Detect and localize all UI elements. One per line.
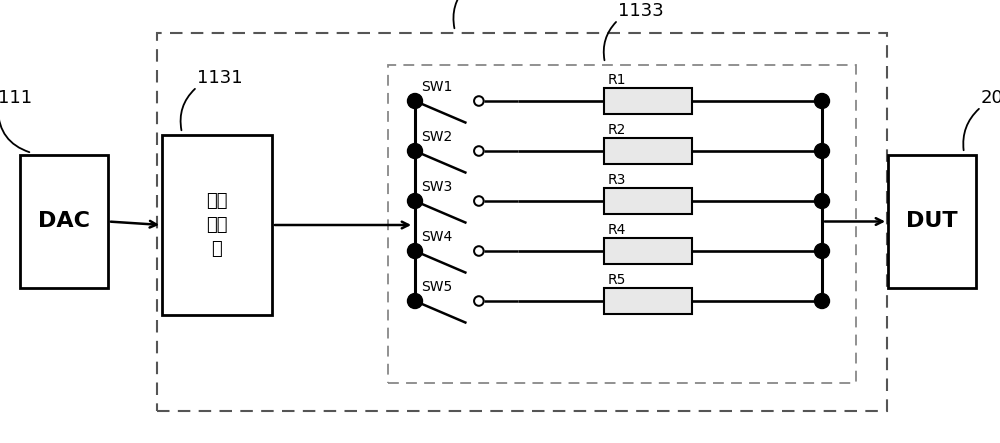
Text: R2: R2 (608, 123, 626, 137)
Circle shape (408, 144, 423, 159)
Circle shape (408, 94, 422, 108)
Text: R1: R1 (608, 73, 626, 87)
Circle shape (408, 244, 422, 258)
Bar (20, 155, 108, 288)
Text: DUT: DUT (906, 211, 958, 232)
Text: 电流
放大
器: 电流 放大 器 (206, 192, 228, 257)
Circle shape (408, 244, 423, 259)
Text: 200: 200 (981, 89, 1000, 107)
Circle shape (408, 294, 423, 308)
Circle shape (408, 294, 422, 308)
Text: 111: 111 (0, 89, 32, 107)
Bar (604, 88, 692, 114)
Text: R3: R3 (608, 173, 626, 187)
Bar (604, 238, 692, 264)
Circle shape (408, 144, 422, 158)
Circle shape (815, 294, 830, 308)
Bar (604, 138, 692, 164)
Bar (388, 65, 856, 383)
Text: R5: R5 (608, 273, 626, 287)
Text: SW2: SW2 (421, 130, 452, 144)
Text: 1131: 1131 (197, 69, 243, 87)
Text: R4: R4 (608, 223, 626, 237)
Bar (604, 188, 692, 214)
Bar (162, 135, 272, 315)
Text: SW1: SW1 (421, 80, 452, 94)
Text: SW5: SW5 (421, 280, 452, 294)
Circle shape (408, 194, 423, 209)
Circle shape (815, 144, 830, 159)
Circle shape (408, 194, 422, 208)
Circle shape (815, 93, 830, 109)
Circle shape (815, 244, 830, 259)
Circle shape (815, 194, 830, 209)
Circle shape (408, 93, 423, 109)
Text: 1133: 1133 (618, 2, 664, 20)
Bar (888, 155, 976, 288)
Text: DAC: DAC (38, 211, 90, 232)
Text: SW4: SW4 (421, 230, 452, 244)
Text: SW3: SW3 (421, 180, 452, 194)
Bar (604, 288, 692, 314)
Bar (157, 33, 887, 411)
